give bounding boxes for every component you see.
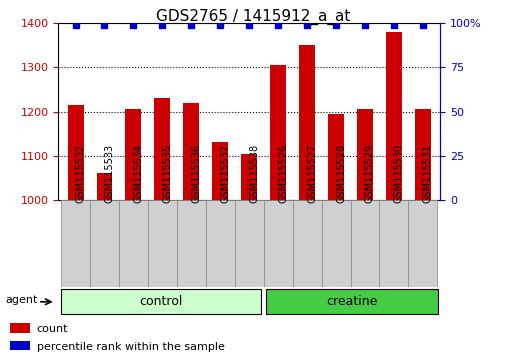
Point [418, 22, 426, 28]
Bar [206, 200, 234, 287]
Point [245, 22, 253, 28]
Text: GSM115527: GSM115527 [307, 143, 317, 202]
Bar [379, 200, 408, 287]
Bar [10, 341, 30, 350]
Bar [119, 200, 147, 287]
Text: GSM115533: GSM115533 [105, 143, 114, 202]
Text: GSM115538: GSM115538 [249, 143, 259, 202]
Bar [321, 200, 350, 287]
Text: GSM115535: GSM115535 [162, 143, 172, 202]
Point [216, 22, 224, 28]
Bar [234, 200, 263, 287]
Text: GSM115537: GSM115537 [220, 143, 230, 202]
Bar [385, 32, 401, 200]
Bar [177, 200, 206, 287]
Text: count: count [36, 324, 68, 334]
Text: GSM115526: GSM115526 [278, 143, 287, 202]
Text: GSM115534: GSM115534 [133, 143, 143, 202]
Bar [408, 200, 436, 287]
Bar [183, 103, 199, 200]
Bar [96, 173, 112, 200]
Text: GSM115532: GSM115532 [75, 143, 85, 202]
Bar [414, 109, 430, 200]
Point [129, 22, 137, 28]
Point [100, 22, 109, 28]
Point [360, 22, 368, 28]
Text: GDS2765 / 1415912_a_at: GDS2765 / 1415912_a_at [156, 9, 349, 25]
Point [331, 22, 339, 28]
Bar [263, 200, 292, 287]
Bar [90, 200, 119, 287]
Text: GSM115528: GSM115528 [335, 143, 345, 202]
Text: GSM115529: GSM115529 [364, 143, 374, 202]
Text: GSM115536: GSM115536 [191, 143, 201, 202]
Bar [357, 109, 372, 200]
Text: control: control [139, 295, 182, 308]
Point [187, 22, 195, 28]
Bar [10, 323, 30, 333]
Text: creatine: creatine [326, 295, 377, 308]
Point [302, 22, 311, 28]
Bar [241, 154, 257, 200]
Bar [292, 200, 321, 287]
Point [71, 22, 79, 28]
Bar [147, 200, 177, 287]
Bar [125, 109, 141, 200]
Point [158, 22, 166, 28]
Point [389, 22, 397, 28]
Bar [154, 98, 170, 200]
Bar [61, 200, 90, 287]
Text: GSM115531: GSM115531 [422, 143, 432, 202]
Bar [68, 105, 83, 200]
Bar [61, 289, 261, 314]
Bar [270, 65, 285, 200]
Point [274, 22, 282, 28]
Bar [298, 45, 315, 200]
Bar [266, 289, 437, 314]
Text: GSM115530: GSM115530 [393, 143, 403, 202]
Bar [327, 114, 343, 200]
Bar [350, 200, 379, 287]
Text: agent: agent [5, 295, 37, 305]
Bar [212, 142, 228, 200]
Text: percentile rank within the sample: percentile rank within the sample [36, 342, 224, 352]
